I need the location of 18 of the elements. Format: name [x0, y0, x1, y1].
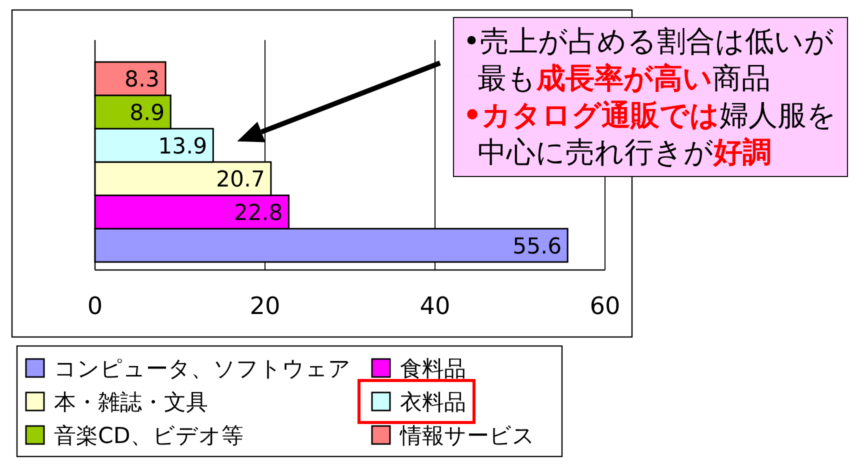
legend-label: 情報サービス — [399, 424, 535, 449]
data-label: 13.9 — [158, 134, 208, 160]
x-tick-label: 20 — [250, 292, 280, 320]
data-label: 8.3 — [124, 68, 160, 93]
annotation: •売上が占める割合は低いが最も成長率が高い商品 — [463, 23, 836, 97]
annotation: •カタログ通販では婦人服を中心に売れ行きが好調 — [463, 97, 838, 171]
x-tick-label: 40 — [420, 292, 450, 320]
data-label: 22.8 — [234, 201, 283, 226]
legend-label: 音楽CD、ビデオ等 — [54, 424, 244, 449]
legend-label: 衣料品 — [400, 390, 466, 416]
data-label: 55.6 — [512, 234, 562, 260]
x-tick-label: 60 — [590, 292, 620, 320]
data-label: 8.9 — [130, 101, 165, 126]
legend-label: 本・雑誌・文具 — [54, 390, 208, 416]
x-tick-label: 0 — [87, 292, 103, 320]
legend-label: コンピュータ、ソフトウェア — [54, 357, 351, 382]
legend-label: 食料品 — [400, 357, 466, 382]
data-label: 20.7 — [216, 168, 265, 193]
